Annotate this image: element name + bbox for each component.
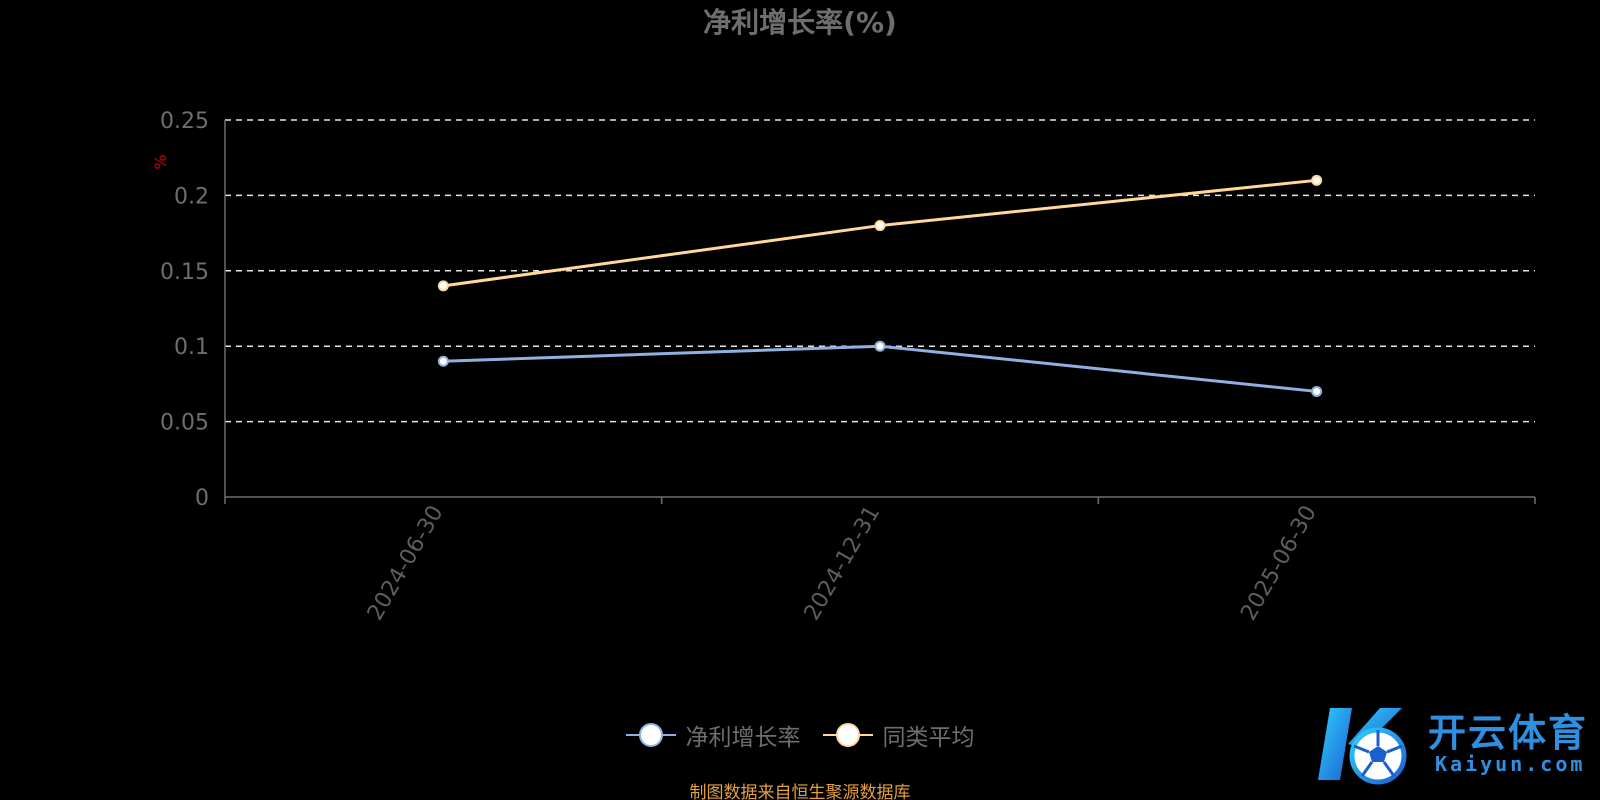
data-source-note: 制图数据来自恒生聚源数据库: [689, 783, 911, 800]
series-1: [437, 174, 1323, 292]
data-point: [1311, 174, 1323, 186]
y-tick-label: 0.15: [160, 260, 209, 285]
watermark-text-en: Kaiyun.com: [1435, 752, 1586, 776]
y-axis-unit-label: %: [151, 154, 170, 169]
watermark-logo: 开云体育 Kaiyun.com: [1310, 700, 1590, 790]
x-tick-label: 2024-06-30: [363, 502, 449, 625]
grid-lines: [225, 119, 1535, 423]
series-0: [437, 340, 1323, 397]
data-point: [437, 280, 449, 292]
data-point: [874, 220, 886, 232]
data-point: [874, 340, 886, 352]
series-line: [443, 178, 1317, 288]
y-tick-label: 0.25: [160, 109, 209, 134]
axes: 0 0.05 0.1 0.15 0.2 0.25 2024-06-30 2024-12-31 2…: [160, 109, 1536, 625]
watermark-text-cn: 开云体育: [1428, 711, 1589, 755]
y-tick-label: 0: [195, 486, 209, 511]
legend: 净利增长率 同类平均: [0, 718, 1600, 752]
series-line: [443, 344, 1317, 393]
legend-label: 净利增长率: [685, 725, 801, 751]
legend-label: 同类平均: [882, 725, 975, 751]
y-tick-label: 0.1: [174, 335, 209, 360]
legend-item-peer-average[interactable]: 同类平均: [822, 718, 975, 752]
chart-title: 净利增长率(%): [703, 6, 897, 39]
y-tick-label: 0.05: [160, 411, 209, 436]
x-tick-label: 2024-12-31: [800, 502, 886, 625]
series-lines: [437, 174, 1323, 397]
data-point: [1311, 385, 1323, 397]
x-tick-label: 2025-06-30: [1236, 502, 1322, 625]
soccer-ball-logo-icon: [1318, 708, 1407, 785]
legend-marker-icon: [822, 723, 873, 747]
y-tick-label: 0.2: [174, 184, 209, 209]
legend-item-net-profit-growth[interactable]: 净利增长率: [625, 718, 801, 752]
data-point: [437, 355, 449, 367]
legend-marker-icon: [625, 723, 676, 747]
